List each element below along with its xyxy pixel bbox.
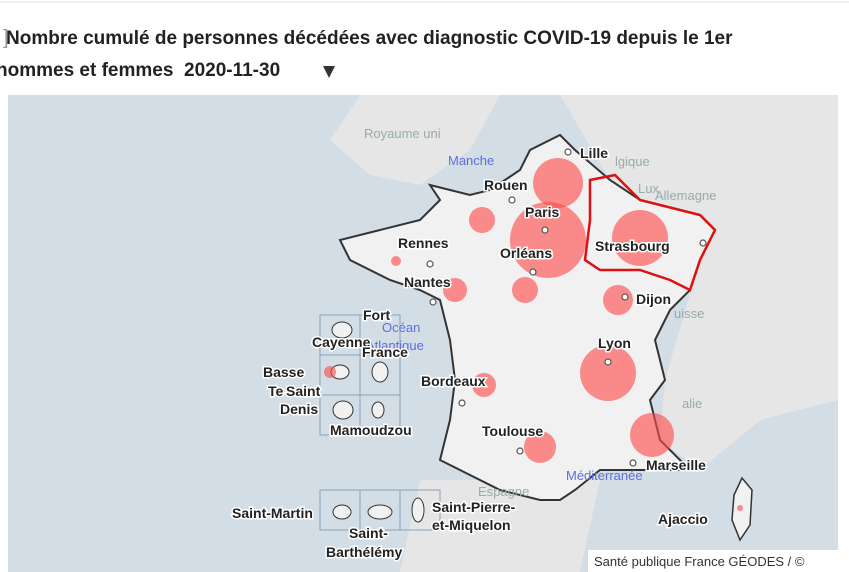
sea-label: Atlantique bbox=[366, 338, 424, 353]
city-label[interactable]: Saint-Martin bbox=[231, 504, 315, 523]
title: Nombre cumulé de personnes décédées avec… bbox=[6, 28, 733, 49]
city-label[interactable]: Saint- bbox=[348, 524, 390, 543]
city-label[interactable]: Barthélémy bbox=[325, 543, 404, 562]
city-label[interactable]: Basse bbox=[262, 363, 306, 382]
city-dots bbox=[426, 148, 707, 467]
country-label: Allemagne bbox=[655, 188, 716, 203]
city-label[interactable]: Saint bbox=[285, 382, 323, 401]
country-label: Lux bbox=[638, 181, 659, 196]
country-label: lgique bbox=[615, 154, 650, 169]
islands bbox=[330, 321, 425, 523]
city-label[interactable]: Nantes bbox=[403, 273, 453, 292]
sea-label: Manche bbox=[448, 153, 494, 168]
sea-label: Océan bbox=[382, 320, 420, 335]
city-label[interactable]: Saint-Pierre- bbox=[431, 498, 518, 517]
city-label[interactable]: Marseille bbox=[645, 456, 708, 475]
city-label[interactable]: Fort bbox=[362, 306, 393, 325]
attribution-bg bbox=[588, 550, 838, 572]
city-label[interactable]: Bordeaux bbox=[420, 372, 488, 391]
map[interactable]: Royaume uni Manche Lille lgique Lux Alle… bbox=[8, 95, 848, 572]
city-label[interactable]: Te bbox=[267, 382, 286, 401]
city-label[interactable]: Lyon bbox=[597, 334, 633, 353]
city-label[interactable]: Denis bbox=[279, 400, 320, 419]
bracket: ] bbox=[3, 27, 9, 49]
sea-label: Méditerranée bbox=[566, 468, 643, 483]
country-label: Espagne bbox=[478, 484, 529, 499]
uk bbox=[330, 95, 500, 185]
city-label[interactable]: Paris bbox=[524, 203, 561, 222]
city-label[interactable]: Strasbourg bbox=[594, 237, 672, 256]
selected-region bbox=[583, 173, 717, 292]
city-label[interactable]: Lille bbox=[579, 144, 610, 163]
filter[interactable]: hommes et femmes bbox=[0, 60, 173, 81]
bubbles bbox=[324, 158, 743, 511]
city-label[interactable]: et-Miquelon bbox=[431, 516, 513, 535]
country-label: Royaume uni bbox=[364, 126, 441, 141]
city-label[interactable]: Ajaccio bbox=[657, 510, 710, 529]
country-label: alie bbox=[682, 396, 702, 411]
city-label[interactable]: Cayenne bbox=[311, 333, 373, 352]
spain bbox=[400, 480, 600, 572]
city-label[interactable]: Rennes bbox=[397, 234, 451, 253]
city-label[interactable]: Orléans bbox=[499, 244, 554, 263]
city-label[interactable]: France bbox=[361, 343, 410, 362]
city-label[interactable]: Dijon bbox=[635, 290, 673, 309]
city-label[interactable]: Mamoudzou bbox=[329, 421, 414, 440]
attribution: Santé publique France GÉODES / © bbox=[594, 554, 805, 569]
city-label[interactable]: Toulouse bbox=[481, 422, 545, 441]
overseas-grid bbox=[319, 314, 441, 531]
date[interactable]: 2020-11-30 bbox=[184, 60, 280, 81]
dropdown-arrow[interactable] bbox=[323, 66, 335, 78]
city-label[interactable]: Rouen bbox=[483, 176, 530, 195]
country-label: uisse bbox=[674, 306, 704, 321]
